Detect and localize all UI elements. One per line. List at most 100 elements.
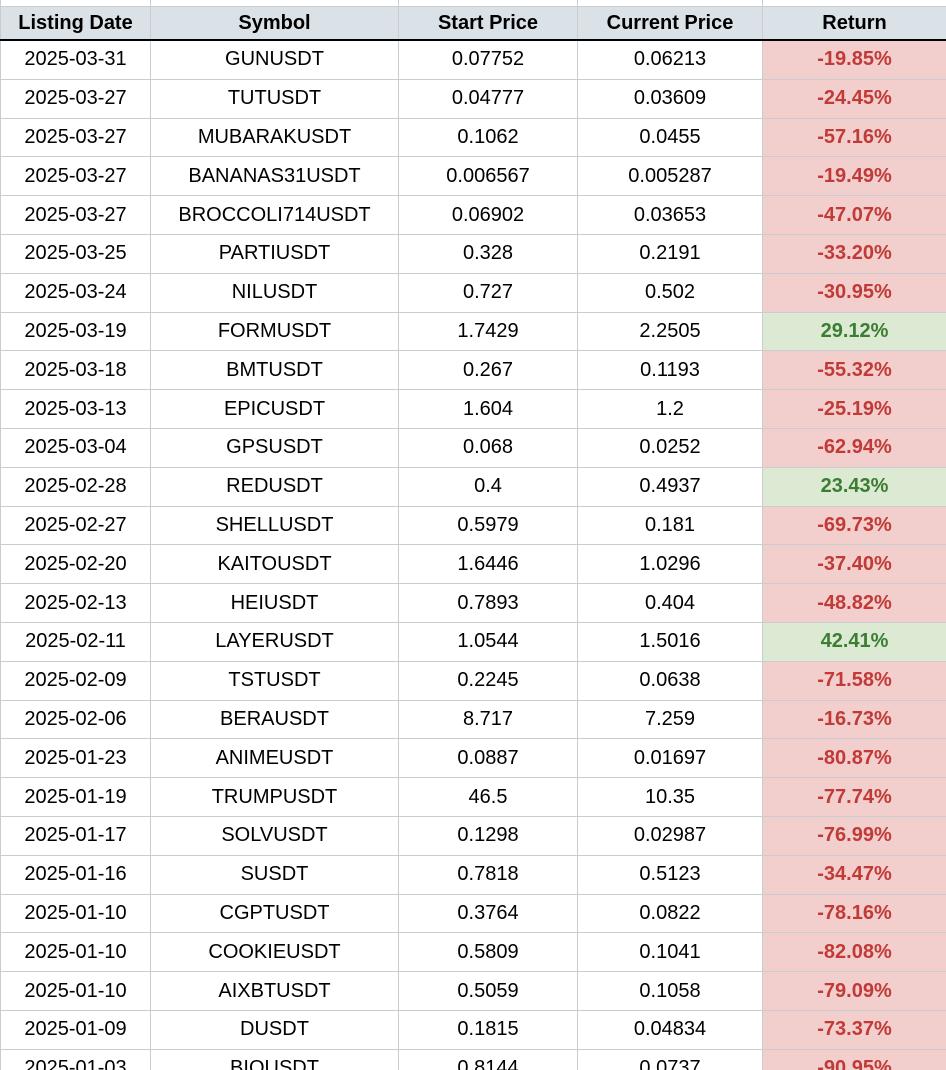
col-header-current-price: Current Price: [577, 6, 763, 41]
table-row: 2025-02-20 KAITOUSDT 1.6446 1.0296 -37.4…: [0, 544, 946, 585]
return-cell: -25.19%: [762, 389, 946, 429]
table-row: 2025-03-24 NILUSDT 0.727 0.502 -30.95%: [0, 272, 946, 313]
current-price-cell: 0.1041: [577, 932, 763, 973]
table-row: 2025-03-04 GPSUSDT 0.068 0.0252 -62.94%: [0, 427, 946, 468]
listing-date-cell: 2025-03-04: [0, 427, 151, 468]
return-cell: -19.49%: [762, 156, 946, 197]
table-row: 2025-03-19 FORMUSDT 1.7429 2.2505 29.12%: [0, 311, 946, 352]
start-price-cell: 0.04777: [398, 78, 578, 119]
return-cell: 42.41%: [762, 621, 946, 662]
start-price-cell: 0.328: [398, 233, 578, 274]
symbol-cell: FORMUSDT: [150, 311, 399, 352]
return-cell: -33.20%: [762, 233, 946, 274]
symbol-cell: EPICUSDT: [150, 389, 399, 429]
return-cell: -82.08%: [762, 932, 946, 973]
start-price-cell: 0.5059: [398, 971, 578, 1011]
symbol-cell: REDUSDT: [150, 466, 399, 507]
listing-date-cell: 2025-02-20: [0, 544, 151, 585]
symbol-cell: TUTUSDT: [150, 78, 399, 119]
return-cell: -30.95%: [762, 272, 946, 313]
listing-date-cell: 2025-01-16: [0, 854, 151, 895]
return-cell: 29.12%: [762, 311, 946, 352]
listing-date-cell: 2025-03-31: [0, 39, 151, 80]
symbol-cell: SOLVUSDT: [150, 815, 399, 856]
return-cell: -77.74%: [762, 777, 946, 817]
listing-date-cell: 2025-01-03: [0, 1048, 151, 1070]
listing-date-cell: 2025-01-10: [0, 893, 151, 934]
table-row: 2025-01-10 CGPTUSDT 0.3764 0.0822 -78.16…: [0, 893, 946, 934]
current-price-cell: 0.0822: [577, 893, 763, 934]
listing-date-cell: 2025-03-27: [0, 156, 151, 197]
table-row: 2025-01-17 SOLVUSDT 0.1298 0.02987 -76.9…: [0, 815, 946, 856]
start-price-cell: 0.7893: [398, 583, 578, 623]
listing-date-cell: 2025-01-23: [0, 738, 151, 779]
return-cell: -76.99%: [762, 815, 946, 856]
current-price-cell: 7.259: [577, 699, 763, 740]
current-price-cell: 0.01697: [577, 738, 763, 779]
listing-date-cell: 2025-03-19: [0, 311, 151, 352]
return-cell: -24.45%: [762, 78, 946, 119]
current-price-cell: 0.5123: [577, 854, 763, 895]
symbol-cell: HEIUSDT: [150, 583, 399, 623]
current-price-cell: 0.0455: [577, 117, 763, 158]
table-row: 2025-01-23 ANIMEUSDT 0.0887 0.01697 -80.…: [0, 738, 946, 779]
table-row: 2025-01-03 BIOUSDT 0.8144 0.0737 -90.95%: [0, 1048, 946, 1070]
current-price-cell: 0.005287: [577, 156, 763, 197]
current-price-cell: 2.2505: [577, 311, 763, 352]
table-row: 2025-03-13 EPICUSDT 1.604 1.2 -25.19%: [0, 389, 946, 429]
return-cell: -73.37%: [762, 1009, 946, 1050]
return-cell: -69.73%: [762, 505, 946, 546]
table-row: 2025-02-11 LAYERUSDT 1.0544 1.5016 42.41…: [0, 621, 946, 662]
listing-date-cell: 2025-01-10: [0, 932, 151, 973]
listing-date-cell: 2025-02-27: [0, 505, 151, 546]
current-price-cell: 0.4937: [577, 466, 763, 507]
start-price-cell: 0.5809: [398, 932, 578, 973]
current-price-cell: 0.0737: [577, 1048, 763, 1070]
current-price-cell: 0.0638: [577, 660, 763, 701]
listing-date-cell: 2025-02-09: [0, 660, 151, 701]
table-row: 2025-02-13 HEIUSDT 0.7893 0.404 -48.82%: [0, 583, 946, 623]
listing-date-cell: 2025-02-11: [0, 621, 151, 662]
table-row: 2025-01-19 TRUMPUSDT 46.5 10.35 -77.74%: [0, 777, 946, 817]
table-row: 2025-02-27 SHELLUSDT 0.5979 0.181 -69.73…: [0, 505, 946, 546]
table-row: 2025-03-27 TUTUSDT 0.04777 0.03609 -24.4…: [0, 78, 946, 119]
current-price-cell: 0.2191: [577, 233, 763, 274]
table-row: 2025-03-27 BROCCOLI714USDT 0.06902 0.036…: [0, 195, 946, 235]
listing-date-cell: 2025-03-25: [0, 233, 151, 274]
return-cell: -78.16%: [762, 893, 946, 934]
listing-date-cell: 2025-03-27: [0, 195, 151, 235]
table-row: 2025-03-18 BMTUSDT 0.267 0.1193 -55.32%: [0, 350, 946, 391]
partial-row-top: [0, 0, 946, 7]
return-cell: -57.16%: [762, 117, 946, 158]
start-price-cell: 0.0887: [398, 738, 578, 779]
start-price-cell: 0.1062: [398, 117, 578, 158]
start-price-cell: 1.7429: [398, 311, 578, 352]
table-row: 2025-01-09 DUSDT 0.1815 0.04834 -73.37%: [0, 1009, 946, 1050]
start-price-cell: 0.267: [398, 350, 578, 391]
current-price-cell: 1.2: [577, 389, 763, 429]
symbol-cell: BROCCOLI714USDT: [150, 195, 399, 235]
start-price-cell: 0.8144: [398, 1048, 578, 1070]
current-price-cell: 10.35: [577, 777, 763, 817]
return-cell: -37.40%: [762, 544, 946, 585]
symbol-cell: TSTUSDT: [150, 660, 399, 701]
start-price-cell: 0.5979: [398, 505, 578, 546]
start-price-cell: 0.06902: [398, 195, 578, 235]
current-price-cell: 1.0296: [577, 544, 763, 585]
listing-date-cell: 2025-01-17: [0, 815, 151, 856]
col-header-return: Return: [762, 6, 946, 41]
listing-date-cell: 2025-02-06: [0, 699, 151, 740]
symbol-cell: PARTIUSDT: [150, 233, 399, 274]
symbol-cell: SUSDT: [150, 854, 399, 895]
return-cell: -71.58%: [762, 660, 946, 701]
symbol-cell: DUSDT: [150, 1009, 399, 1050]
start-price-cell: 0.07752: [398, 39, 578, 80]
listing-date-cell: 2025-02-13: [0, 583, 151, 623]
symbol-cell: SHELLUSDT: [150, 505, 399, 546]
return-cell: 23.43%: [762, 466, 946, 507]
table-row: 2025-01-16 SUSDT 0.7818 0.5123 -34.47%: [0, 854, 946, 895]
symbol-cell: NILUSDT: [150, 272, 399, 313]
table-row: 2025-02-28 REDUSDT 0.4 0.4937 23.43%: [0, 466, 946, 507]
